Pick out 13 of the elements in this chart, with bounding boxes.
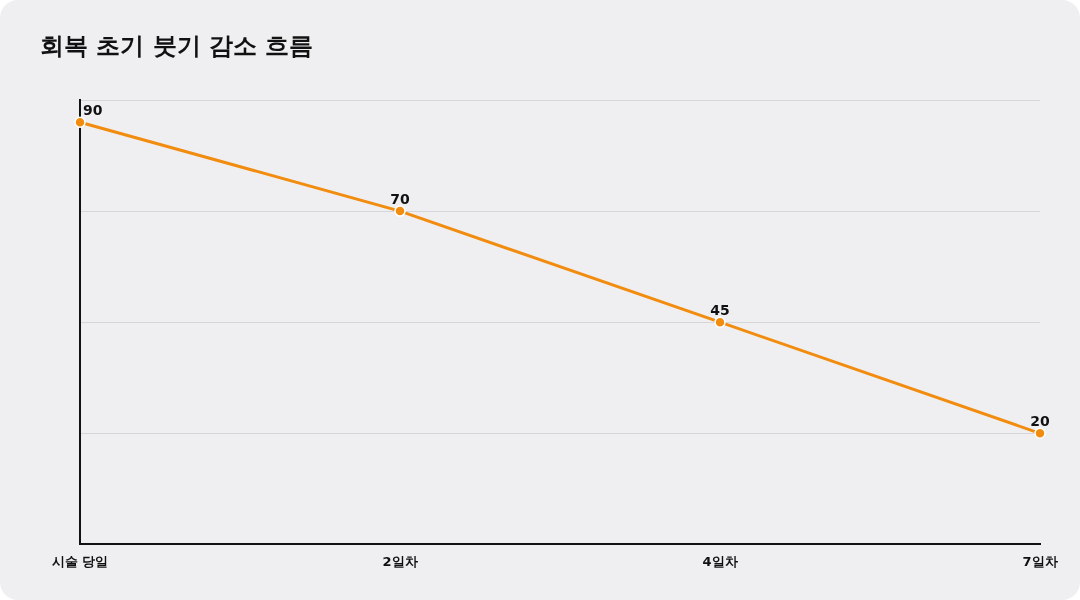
x-tick-label: 시술 당일 (51, 553, 109, 569)
point (394, 205, 406, 217)
data-label: 90 (83, 101, 103, 118)
x-tick-label: 2일차 (382, 553, 418, 569)
data-label: 45 (710, 301, 730, 318)
data-label: 20 (1030, 412, 1050, 429)
point (1034, 427, 1046, 440)
point (714, 316, 726, 328)
chart-title: 회복 초기 붓기 감소 흐름 (40, 31, 314, 62)
x-tick-label: 7일차 (1022, 553, 1058, 569)
x-tick-label: 4일차 (702, 553, 738, 569)
data-label: 70 (390, 190, 410, 207)
point (74, 116, 86, 128)
